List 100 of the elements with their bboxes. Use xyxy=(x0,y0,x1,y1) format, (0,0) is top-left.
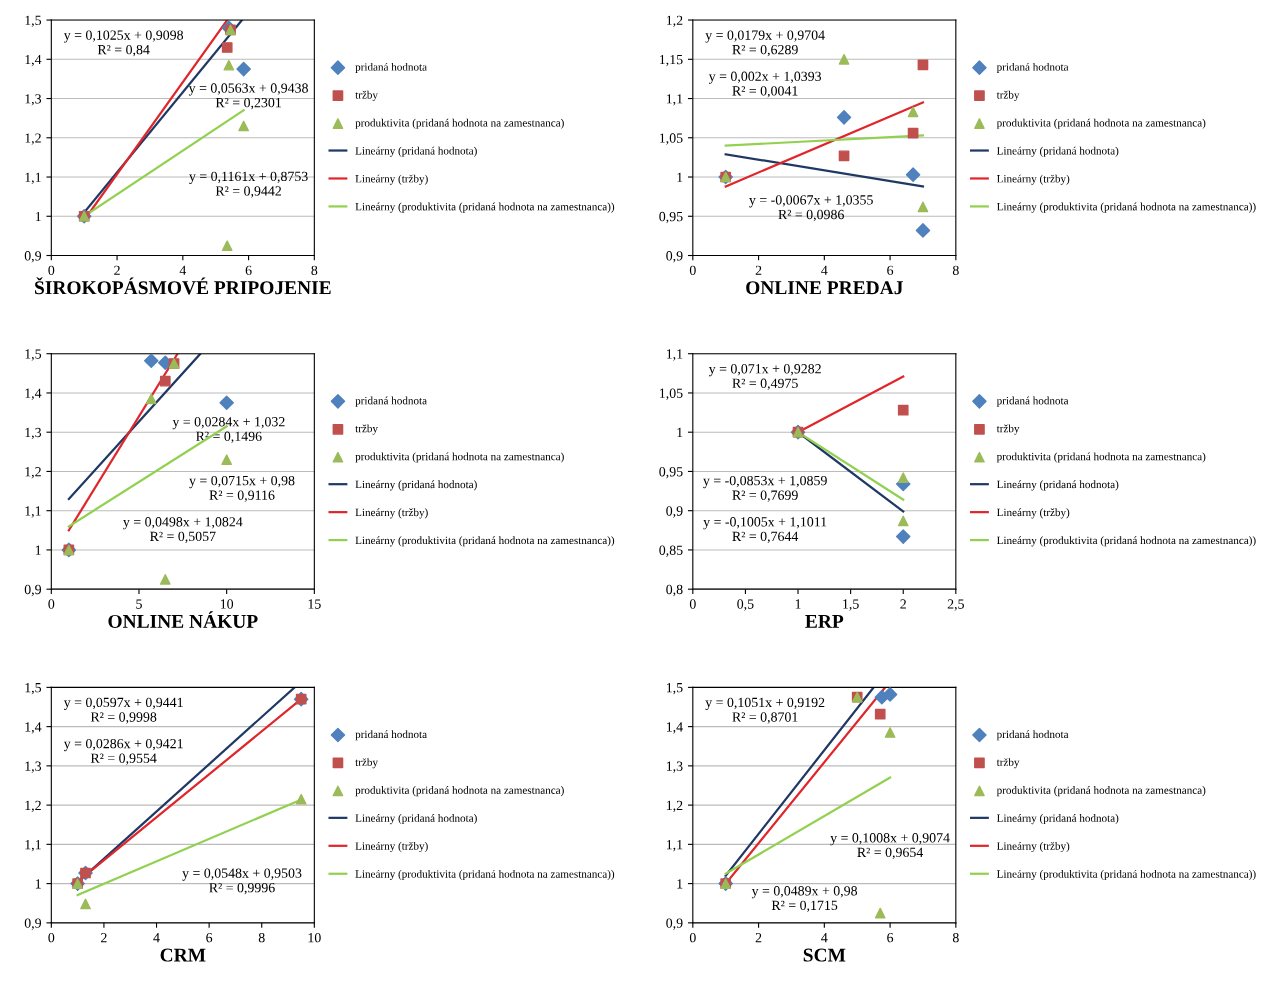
legend-label: produktivita (pridaná hodnota na zamestnanca) xyxy=(996,452,1206,463)
y-tick-label: 1,5 xyxy=(25,349,42,361)
annotation: y = 0,1008x + 0,9074 R² = 0,9654 xyxy=(830,833,950,860)
x-tick-label: 2 xyxy=(755,933,762,943)
annotation: y = 0,1051x + 0,9192 R² = 0,8701 xyxy=(705,697,825,724)
x-tick-label: 6 xyxy=(887,265,894,276)
x-tick-label: 0 xyxy=(48,932,55,943)
y-tick-label: 1,2 xyxy=(666,15,683,27)
legend-label: Lineárny (pridaná hodnota) xyxy=(355,146,477,157)
annotation: y = 0,1161x + 0,8753 R² = 0,9442 xyxy=(189,171,308,198)
y-tick-label: 1,1 xyxy=(666,349,683,361)
y-tick-label: 1,3 xyxy=(25,427,42,440)
y-tick-label: 1,5 xyxy=(666,683,683,695)
legend-label: produktivita (pridaná hodnota na zamestnanca) xyxy=(996,786,1206,797)
y-tick-label: 0,8 xyxy=(666,584,683,597)
annotation: y = 0,0597x + 0,9441 R² = 0,9998 xyxy=(63,697,183,724)
x-tick-label: 4 xyxy=(821,933,828,943)
x-tick-label: 2,5 xyxy=(947,599,964,611)
y-tick-label: 1 xyxy=(677,427,683,438)
y-tick-label: 0,9 xyxy=(24,918,42,930)
x-tick-label: 15 xyxy=(308,599,321,609)
annotation: y = -0,0853x + 1,0859 R² = 0,7699 xyxy=(703,475,827,502)
y-tick-label: 0,95 xyxy=(659,211,683,224)
y-tick-label: 1,4 xyxy=(25,54,42,67)
x-tick-label: 6 xyxy=(887,933,894,943)
y-tick-label: 1 xyxy=(677,172,683,182)
legend-label: Lineárny (tržby) xyxy=(355,508,428,519)
legend-label: pridaná hodnota xyxy=(355,62,427,73)
legend-label: pridaná hodnota xyxy=(355,730,427,741)
y-tick-label: 1,4 xyxy=(25,722,42,734)
x-axis-title: SCM xyxy=(803,948,846,962)
legend-label: pridaná hodnota xyxy=(996,396,1069,407)
annotation: y = 0,0179x + 0,9704 R² = 0,6289 xyxy=(705,30,825,57)
y-tick-label: 1 xyxy=(677,879,683,889)
annotation: y = -0,1005x + 1,1011 R² = 0,7644 xyxy=(703,517,827,544)
y-tick-label: 0,9 xyxy=(666,506,683,518)
x-axis-title: ONLINE PREDAJ xyxy=(746,281,903,295)
x-tick-label: 0 xyxy=(689,932,696,943)
y-tick-label: 1,1 xyxy=(25,172,41,184)
legend-label: Lineárny (pridaná hodnota) xyxy=(355,480,477,491)
annotation: y = 0,002x + 1,0393 R² = 0,0041 xyxy=(708,71,822,98)
y-tick-label: 1,1 xyxy=(25,840,41,852)
x-tick-label: 4 xyxy=(179,265,187,275)
y-tick-label: 1,3 xyxy=(25,94,42,106)
y-tick-label: 1 xyxy=(35,879,41,889)
legend-label: tržby xyxy=(996,758,1020,769)
x-tick-label: 6 xyxy=(245,265,252,276)
y-tick-label: 0,9 xyxy=(24,584,42,597)
legend-label: Lineárny (produktivita (pridaná hodnota na zamestnanca)) xyxy=(996,202,1256,213)
x-tick-label: 10 xyxy=(308,932,321,943)
x-tick-label: 10 xyxy=(220,599,234,609)
y-tick-label: 1,1 xyxy=(25,506,41,518)
y-tick-label: 1,2 xyxy=(25,133,41,145)
y-tick-label: 1,4 xyxy=(25,388,42,400)
legend-label: Lineárny (produktivita (pridaná hodnota na zamestnanca)) xyxy=(996,536,1256,547)
legend-label: Lineárny (tržby) xyxy=(996,174,1070,185)
x-tick-label: 2 xyxy=(101,933,107,943)
legend-label: tržby xyxy=(355,424,378,435)
y-tick-label: 0,95 xyxy=(659,467,683,479)
x-tick-label: 6 xyxy=(206,933,213,943)
legend-label: tržby xyxy=(996,424,1020,435)
legend-label: Lineárny (tržby) xyxy=(355,174,428,185)
y-tick-label: 0,85 xyxy=(659,545,683,557)
y-tick-label: 1,2 xyxy=(666,800,683,813)
x-tick-label: 4 xyxy=(153,933,160,943)
x-tick-label: 8 xyxy=(311,265,318,276)
annotation: y = 0,071x + 0,9282 R² = 0,4975 xyxy=(708,364,821,390)
legend-label: Lineárny (tržby) xyxy=(996,508,1070,519)
legend-label: Lineárny (pridaná hodnota) xyxy=(355,814,477,825)
legend-label: Lineárny (pridaná hodnota) xyxy=(996,146,1119,157)
x-tick-label: 1 xyxy=(795,599,801,609)
x-tick-label: 4 xyxy=(821,265,828,275)
y-tick-label: 1,15 xyxy=(660,54,683,67)
annotation: y = 0,0489x + 0,98 R² = 0,1715 xyxy=(751,886,858,913)
legend-label: Lineárny (tržby) xyxy=(996,841,1070,853)
annotation: y = 0,0563x + 0,9438 R² = 0,2301 xyxy=(188,83,308,110)
legend-label: produktivita (pridaná hodnota na zamestnanca) xyxy=(355,452,564,463)
y-tick-label: 1 xyxy=(35,211,41,222)
x-axis-title: ŠIROKOPÁSMOVÉ PRIPOJENIE xyxy=(35,277,331,295)
legend-label: tržby xyxy=(996,90,1020,101)
x-axis-title: CRM xyxy=(160,948,206,962)
y-tick-label: 1,1 xyxy=(666,94,683,106)
legend-label: Lineárny (produktivita (pridaná hodnota na zamestnanca)) xyxy=(355,869,615,881)
annotation: y = 0,0715x + 0,98 R² = 0,9116 xyxy=(189,475,295,502)
legend-label: Lineárny (pridaná hodnota) xyxy=(996,480,1119,491)
y-tick-label: 1,4 xyxy=(666,722,683,734)
x-tick-label: 8 xyxy=(952,265,959,276)
y-tick-label: 1,05 xyxy=(660,388,683,400)
y-tick-label: 1,5 xyxy=(25,15,42,27)
legend-label: tržby xyxy=(355,90,378,101)
x-tick-label: 0,5 xyxy=(737,599,754,611)
y-tick-label: 1,2 xyxy=(25,800,41,813)
legend-label: tržby xyxy=(355,758,378,769)
y-tick-label: 1 xyxy=(35,545,41,555)
legend-label: Lineárny (pridaná hodnota) xyxy=(996,814,1119,825)
legend-label: pridaná hodnota xyxy=(996,730,1069,741)
x-axis-title: ONLINE NÁKUP xyxy=(108,611,258,628)
y-tick-label: 1,3 xyxy=(666,761,683,773)
annotation: y = 0,0286x + 0,9421 R² = 0,9554 xyxy=(63,738,183,765)
x-axis-title: ERP xyxy=(805,615,844,628)
